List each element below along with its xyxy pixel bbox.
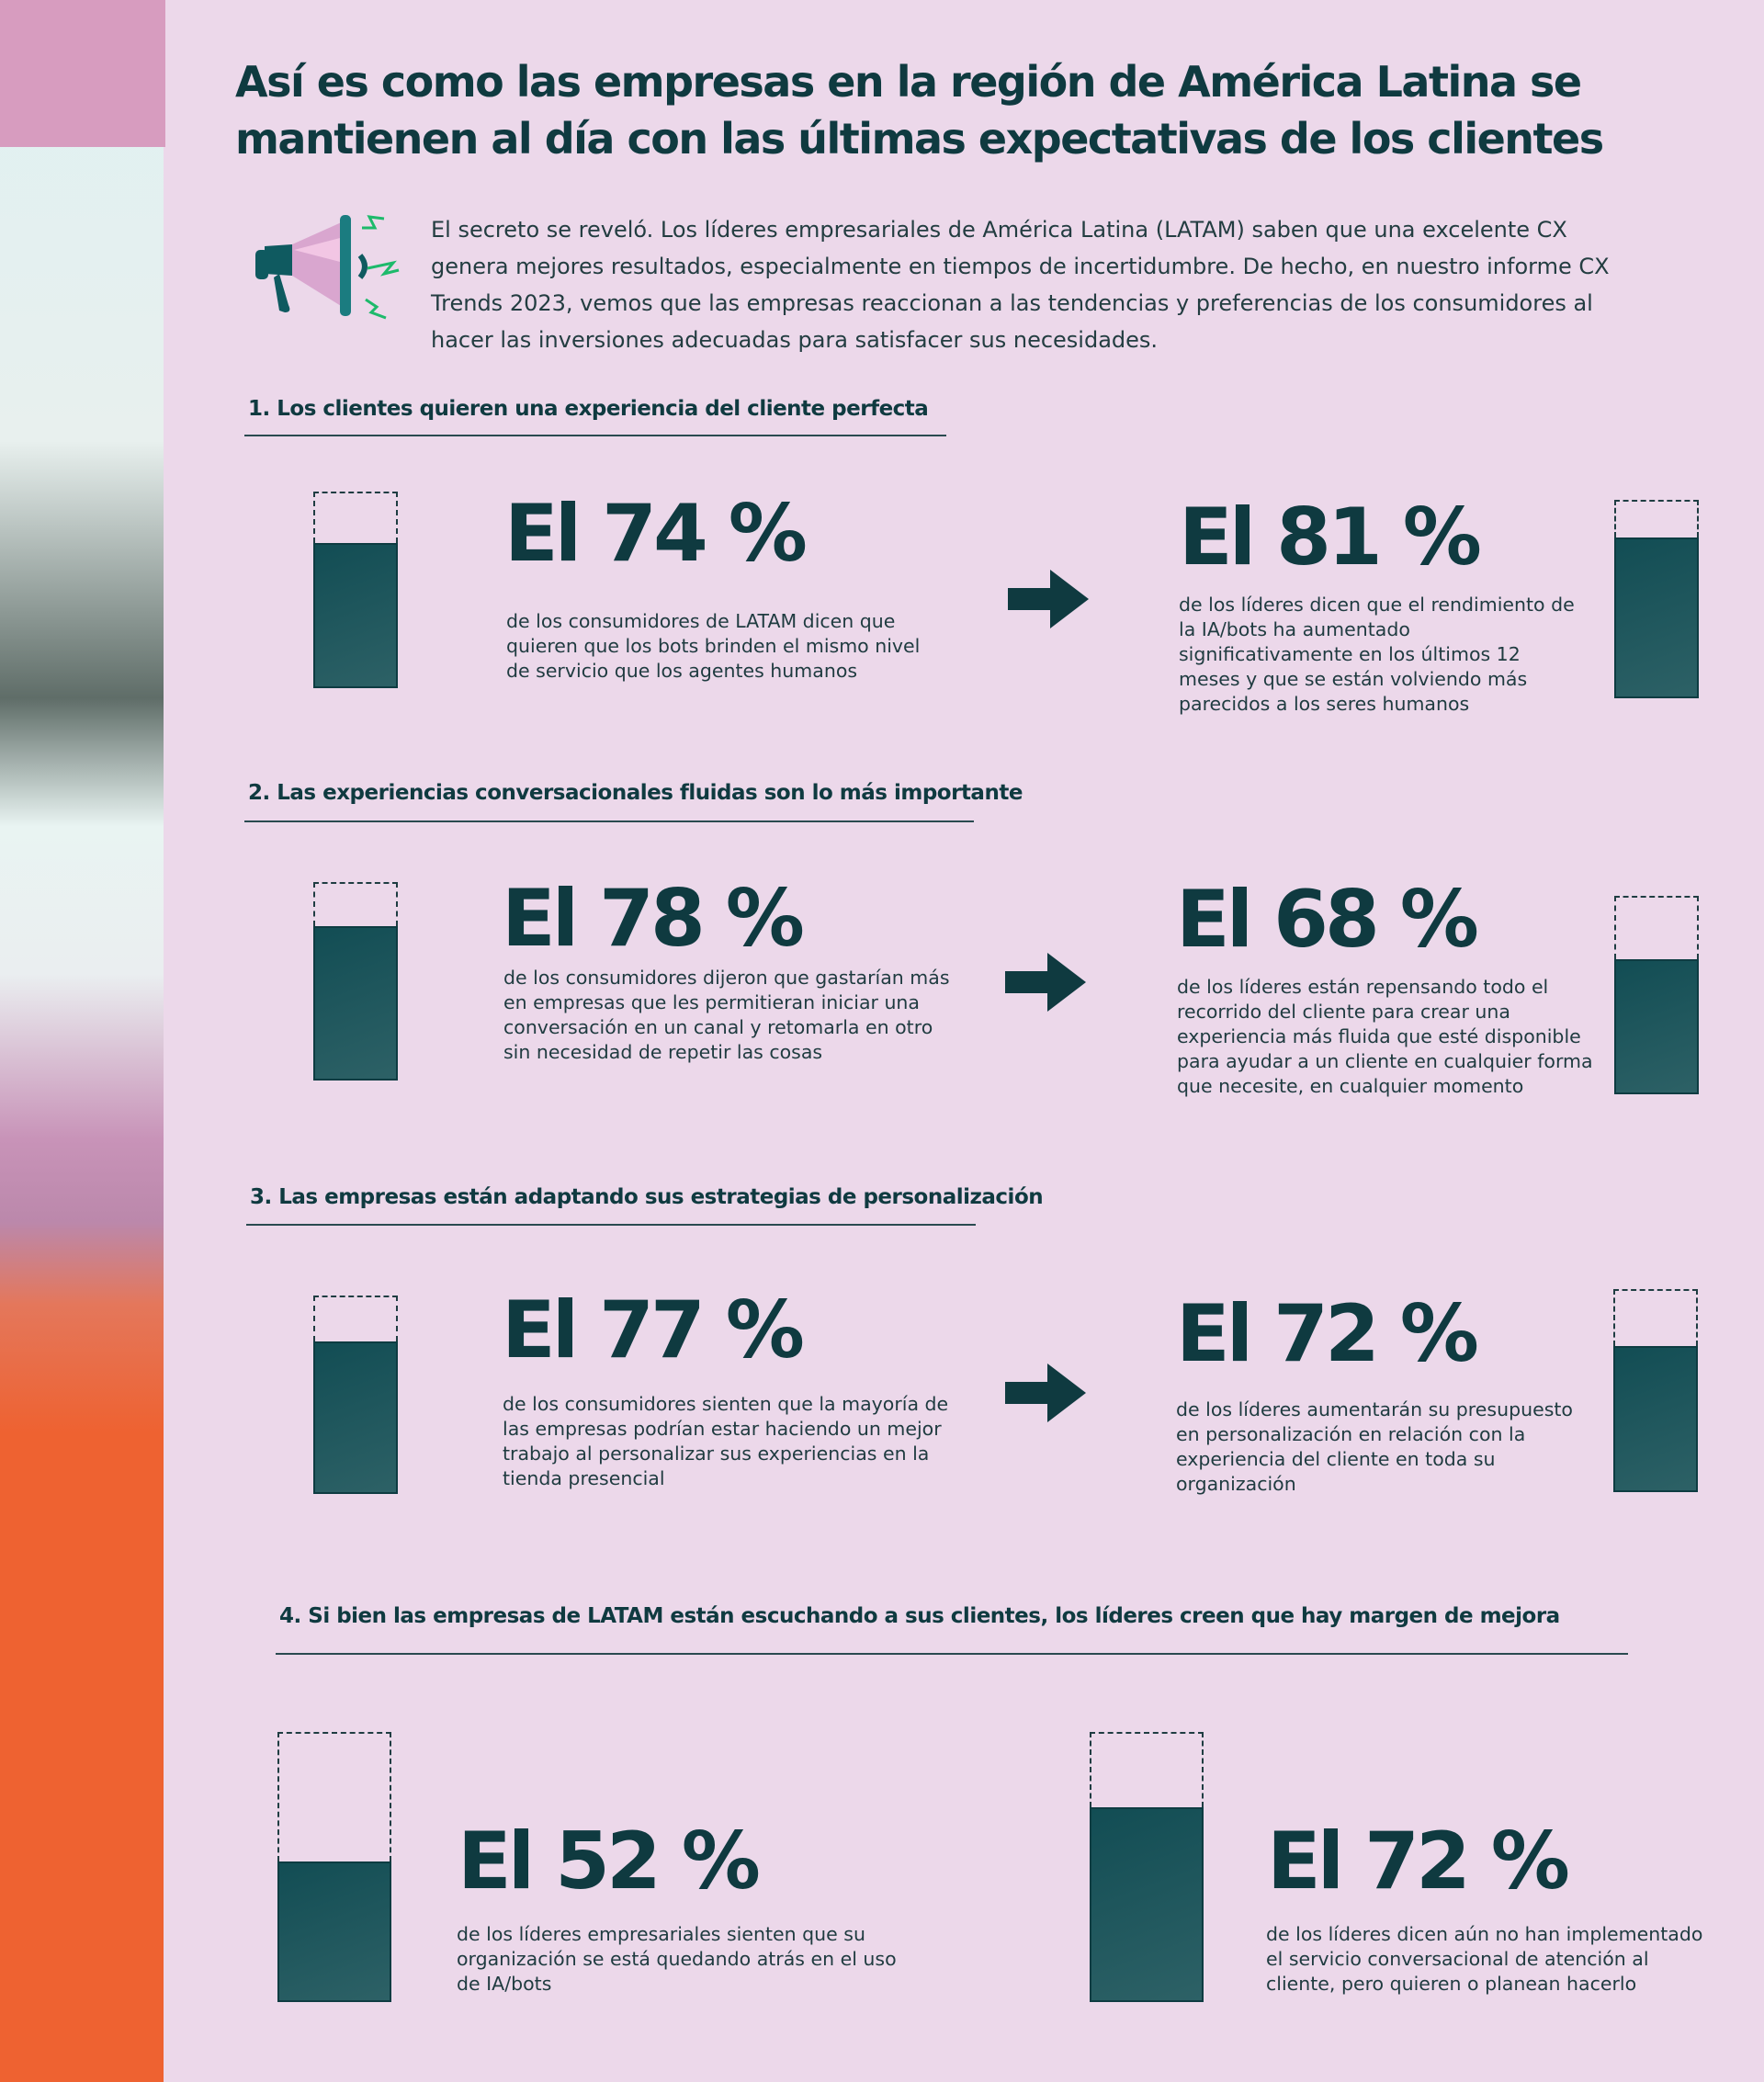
percentage-gauge	[313, 492, 398, 688]
section-heading: 4. Si bien las empresas de LATAM están e…	[279, 1604, 1560, 1628]
stat-description: de los consumidores de LATAM dicen que q…	[506, 610, 921, 682]
stat-value: El 72 %	[1176, 1288, 1479, 1380]
percentage-gauge	[313, 882, 398, 1081]
arrow-right-icon	[1005, 953, 1086, 1012]
megaphone-icon	[255, 215, 400, 320]
section-divider	[246, 1224, 976, 1226]
gauge-fill	[1614, 959, 1699, 1094]
stat-description: de los líderes dicen aún no han implemen…	[1266, 1923, 1703, 1995]
stat-description: de los líderes están repensando todo el …	[1177, 976, 1593, 1097]
section-heading: 2. Las experiencias conversacionales flu…	[248, 781, 1023, 805]
section-divider	[244, 435, 946, 436]
percentage-gauge	[1614, 500, 1699, 698]
stat-value: El 74 %	[504, 488, 808, 580]
gauge-fill	[313, 925, 398, 1081]
percentage-gauge	[1090, 1732, 1204, 2002]
section-divider	[276, 1653, 1628, 1655]
gauge-fill	[313, 1341, 398, 1494]
gauge-empty-area	[1613, 1289, 1698, 1346]
gauge-empty-area	[1614, 500, 1699, 538]
gauge-empty-area	[313, 492, 398, 543]
arrow-right-icon	[1005, 1363, 1086, 1422]
stat-value: El 78 %	[502, 873, 805, 965]
percentage-gauge	[277, 1732, 391, 2002]
gauge-empty-area	[277, 1732, 391, 1862]
stat-description: de los líderes empresariales sienten que…	[457, 1923, 897, 1995]
gauge-fill	[1090, 1807, 1204, 2002]
page-title: Así es como las empresas en la región de…	[235, 57, 1604, 164]
stat-description: de los líderes dicen que el rendimiento …	[1179, 594, 1575, 715]
decorative-pink-block	[0, 0, 165, 147]
stat-description: de los consumidores sienten que la mayor…	[503, 1393, 949, 1489]
gauge-fill	[313, 542, 398, 688]
stat-value: El 72 %	[1267, 1816, 1570, 1907]
percentage-gauge	[1613, 1289, 1698, 1492]
stat-description: de los consumidores dijeron que gastaría…	[503, 967, 950, 1063]
gauge-fill	[1613, 1345, 1698, 1492]
stat-value: El 68 %	[1176, 874, 1479, 966]
arrow-right-icon	[1008, 570, 1089, 628]
gauge-empty-area	[313, 882, 398, 926]
gauge-empty-area	[313, 1296, 398, 1341]
stat-value: El 81 %	[1179, 492, 1482, 583]
gauge-fill	[1614, 537, 1699, 698]
section-divider	[244, 820, 974, 822]
percentage-gauge	[1614, 896, 1699, 1094]
section-heading: 3. Las empresas están adaptando sus estr…	[250, 1185, 1044, 1209]
section-heading: 1. Los clientes quieren una experiencia …	[248, 397, 929, 421]
gauge-empty-area	[1090, 1732, 1204, 1808]
gauge-empty-area	[1614, 896, 1699, 960]
stat-description: de los líderes aumentarán su presupuesto…	[1176, 1398, 1573, 1495]
stat-value: El 77 %	[502, 1284, 805, 1376]
intro-paragraph: El secreto se reveló. Los líderes empres…	[431, 217, 1610, 353]
stat-value: El 52 %	[458, 1816, 761, 1907]
percentage-gauge	[313, 1296, 398, 1494]
gauge-fill	[277, 1861, 391, 2002]
decorative-gradient-strip	[0, 0, 164, 2082]
